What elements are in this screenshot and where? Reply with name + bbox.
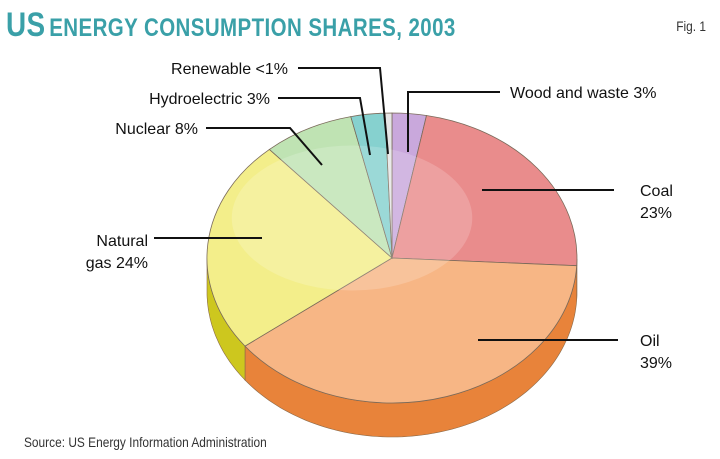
slice-label-hydro: Hydroelectric 3% <box>149 91 270 108</box>
chart-title-initial: US <box>6 6 46 44</box>
slice-label-line: 23% <box>640 205 672 222</box>
figure-label: Fig. 1 <box>676 18 706 34</box>
slice-label-line: Coal <box>640 183 673 200</box>
slice-label-line: Natural <box>96 233 148 250</box>
pie-slice-nuclear <box>268 116 393 260</box>
slice-label-nuclear: Nuclear 8% <box>115 121 198 138</box>
slice-label-line: Wood and waste 3% <box>510 85 656 102</box>
leader-line-wood <box>407 91 500 152</box>
source-note: Source: US Energy Information Administra… <box>24 434 267 450</box>
slice-label-wood: Wood and waste 3% <box>510 85 656 102</box>
chart-title-text: ENERGY CONSUMPTION SHARES, 2003 <box>49 14 456 42</box>
slice-label-line: Oil <box>640 333 660 350</box>
slice-label-gas: Natural gas 24% <box>86 233 148 272</box>
slice-label-line: Renewable <1% <box>171 61 288 78</box>
leader-line-nuclear <box>206 127 323 166</box>
pie-label-group: Wood and waste 3% Coal 23% Oil 39% Natural gas… <box>86 61 673 372</box>
slice-label-renewable: Renewable <1% <box>171 61 288 78</box>
slice-label-line: gas 24% <box>86 255 148 272</box>
slice-label-line: Nuclear 8% <box>115 121 198 138</box>
pie-slice-gas <box>206 148 393 347</box>
slice-label-oil: Oil 39% <box>640 333 672 372</box>
pie-slice-oil <box>244 257 578 404</box>
slice-label-line: 39% <box>640 355 672 372</box>
slice-label-coal: Coal 23% <box>640 183 673 222</box>
chart-title: US ENERGY CONSUMPTION SHARES, 2003 <box>6 6 456 45</box>
pie-top-group <box>206 112 578 404</box>
leader-line-hydro <box>278 97 371 156</box>
leader-line-renewable <box>298 67 389 155</box>
pie-highlight <box>231 145 473 291</box>
slice-label-line: Hydroelectric 3% <box>149 91 270 108</box>
